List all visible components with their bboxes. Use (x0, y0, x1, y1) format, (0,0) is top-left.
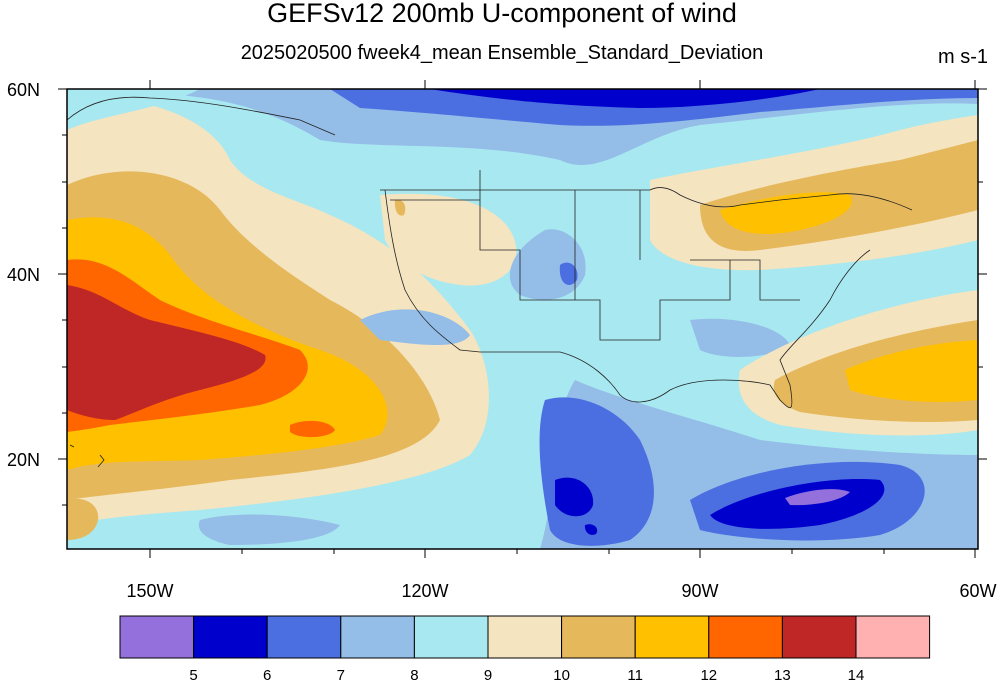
us-canada-border (380, 187, 913, 211)
colorbar-swatch (193, 615, 268, 659)
alaska-coast (67, 96, 336, 136)
lat-ticks (58, 88, 987, 506)
map-title: GEFSv12 200mb U-component of wind (267, 0, 737, 28)
lat-label-40n: 40N (7, 265, 40, 285)
colorbar-label: 5 (189, 667, 197, 683)
colorbar-label: 10 (553, 667, 570, 683)
field-sw-bottom-8 (198, 514, 340, 545)
state-lines-a (390, 199, 731, 341)
field-far-sw-11 (67, 498, 99, 540)
units-label: m s-1 (938, 46, 988, 68)
lat-label-20n: 20N (7, 450, 40, 470)
field-se-12 (845, 340, 978, 402)
hawaii (69, 444, 105, 468)
map-subtitle: 2025020500 fweek4_mean Ensemble_Standard… (240, 42, 764, 64)
lon-ticks (149, 80, 976, 558)
coastlines (67, 96, 913, 468)
colorbar-label: 11 (627, 667, 643, 683)
us-coast (384, 189, 871, 408)
lon-label-60w: 60W (959, 581, 996, 601)
colorbar-label: 13 (774, 667, 791, 683)
lon-label-120w: 120W (401, 581, 448, 601)
field-south-5 (785, 489, 850, 506)
colorbar-swatch (119, 615, 195, 659)
field-south-6c (584, 524, 598, 535)
field-se-8 (690, 318, 790, 357)
lon-label-90w: 90W (681, 581, 718, 601)
colorbar-swatch (340, 615, 415, 659)
colorbar-swatch (634, 615, 710, 659)
lat-label-60n: 60N (7, 80, 40, 100)
lon-label-150w: 150W (126, 581, 173, 601)
field-north-6 (430, 89, 820, 108)
colorbar-label: 8 (410, 667, 418, 683)
field-west-14 (67, 285, 266, 420)
colorbar: 5 6 7 8 9 10 11 12 13 14 (119, 615, 931, 683)
contour-field (67, 89, 978, 549)
colorbar-label: 6 (263, 667, 271, 683)
map-frame (66, 88, 979, 550)
field-south-6a (555, 477, 594, 517)
field-west-13b (290, 420, 335, 438)
colorbar-label: 7 (337, 667, 345, 683)
colorbar-swatch (487, 615, 563, 659)
colorbar-swatch (266, 615, 342, 659)
state-lines-b (479, 170, 800, 301)
colorbar-label: 9 (484, 667, 492, 683)
field-us-7 (559, 262, 578, 285)
colorbar-swatch (708, 615, 783, 659)
colorbar-swatch (855, 615, 931, 659)
colorbar-label: 12 (700, 667, 717, 683)
colorbar-swatch (561, 615, 636, 659)
colorbar-label: 14 (848, 667, 865, 683)
field-us-10 (380, 193, 517, 286)
colorbar-swatch (413, 615, 489, 659)
field-ne-12 (720, 192, 852, 234)
field-us-11 (394, 199, 406, 216)
colorbar-swatch (781, 615, 857, 659)
